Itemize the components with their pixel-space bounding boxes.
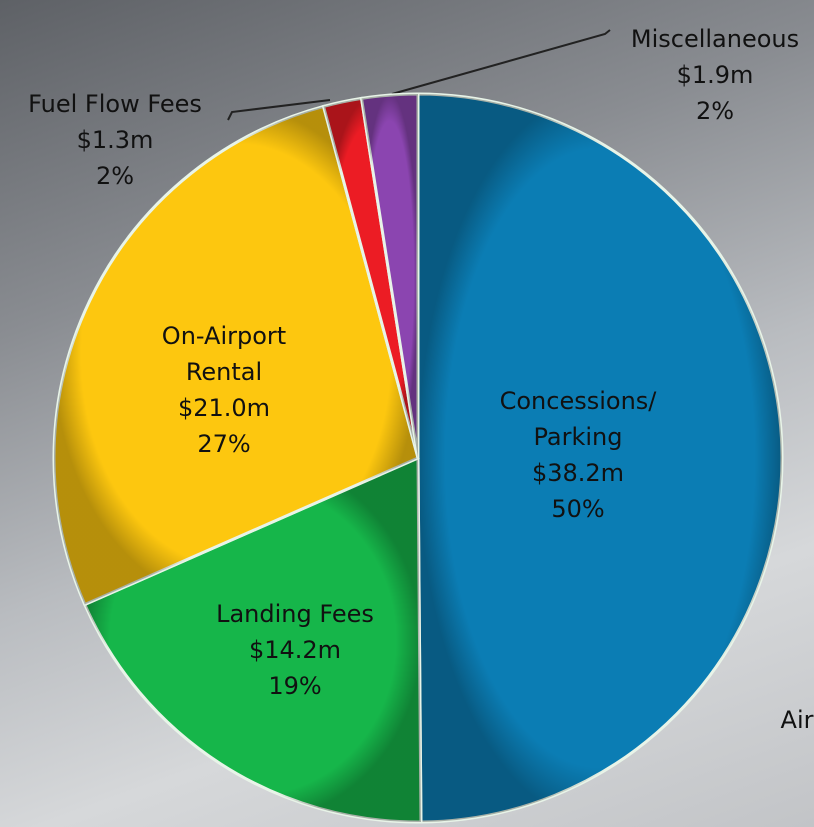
annotation: Air (780, 706, 814, 734)
value-label: $38.2m (531, 459, 625, 487)
category-label: On-Airport Rental (161, 322, 287, 386)
category-label: Landing Fees (216, 600, 374, 628)
category-label: Fuel Flow Fees (28, 90, 202, 118)
percent-label: 2% (695, 97, 735, 125)
value-label: $21.0m (177, 394, 271, 422)
value-label: $1.9m (676, 61, 754, 89)
value-label: $1.3m (76, 126, 154, 154)
slice-label: Landing Fees $14.2m 19% (216, 596, 374, 704)
slice-label: Miscellaneous $1.9m 2% (631, 21, 799, 129)
leader-line (391, 29, 611, 95)
percent-label: 19% (268, 672, 322, 700)
value-label: $14.2m (248, 636, 342, 664)
percent-label: 27% (197, 430, 251, 458)
category-label: Miscellaneous (630, 25, 800, 53)
percent-label: 50% (551, 495, 605, 523)
category-label: Concessions/ Parking (499, 387, 657, 451)
percent-label: 2% (95, 162, 135, 190)
slice-label: Fuel Flow Fees $1.3m 2% (28, 86, 202, 194)
slice-label: Concessions/ Parking $38.2m 50% (500, 383, 657, 527)
slice-label: On-Airport Rental $21.0m 27% (162, 318, 286, 462)
